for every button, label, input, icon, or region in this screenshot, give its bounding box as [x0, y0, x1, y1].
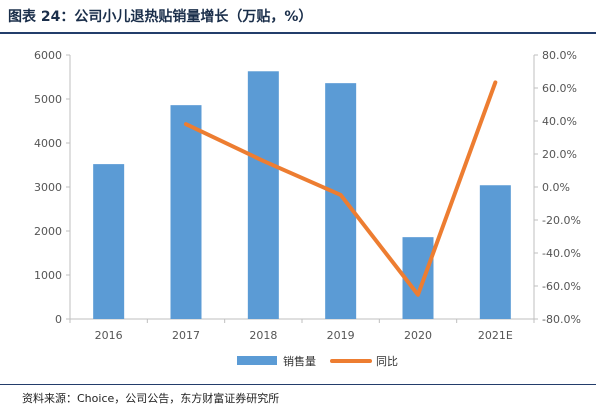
right-tick-label: 60.0%	[542, 82, 577, 95]
bar	[325, 83, 357, 319]
right-tick-label: 20.0%	[542, 148, 577, 161]
right-tick-label: -40.0%	[542, 247, 581, 260]
x-tick-label: 2020	[404, 329, 432, 342]
source-note: 资料来源：Choice，公司公告，东方财富证券研究所	[22, 392, 280, 405]
footer-divider	[0, 384, 596, 385]
left-tick-label: 3000	[34, 181, 62, 194]
right-tick-label: -80.0%	[542, 313, 581, 326]
right-tick-label: 80.0%	[542, 49, 577, 62]
legend-label-line: 同比	[376, 355, 398, 368]
x-tick-label: 2016	[95, 329, 123, 342]
yoy-line	[184, 80, 498, 297]
bar	[402, 237, 434, 319]
left-tick-label: 0	[55, 313, 62, 326]
title-divider	[0, 32, 596, 34]
left-tick-label: 4000	[34, 137, 62, 150]
right-tick-label: 40.0%	[542, 115, 577, 128]
chart-title: 图表 24：公司小儿退热贴销量增长（万贴，%）	[8, 9, 313, 25]
bar	[247, 71, 279, 319]
x-tick-label: 2018	[249, 329, 277, 342]
bar	[170, 105, 202, 319]
right-tick-label: -60.0%	[542, 280, 581, 293]
legend-swatch-bar	[237, 356, 277, 365]
left-tick-label: 2000	[34, 225, 62, 238]
x-tick-label: 2017	[172, 329, 200, 342]
left-tick-label: 6000	[34, 49, 62, 62]
left-tick-label: 5000	[34, 93, 62, 106]
x-tick-label: 2019	[327, 329, 355, 342]
legend-label-bar: 销售量	[283, 354, 316, 368]
left-tick-label: 1000	[34, 269, 62, 282]
bar	[479, 185, 511, 319]
x-tick-label: 2021E	[478, 329, 513, 342]
right-tick-label: -20.0%	[542, 214, 581, 227]
right-tick-label: 0.0%	[542, 181, 570, 194]
bar	[93, 164, 125, 319]
